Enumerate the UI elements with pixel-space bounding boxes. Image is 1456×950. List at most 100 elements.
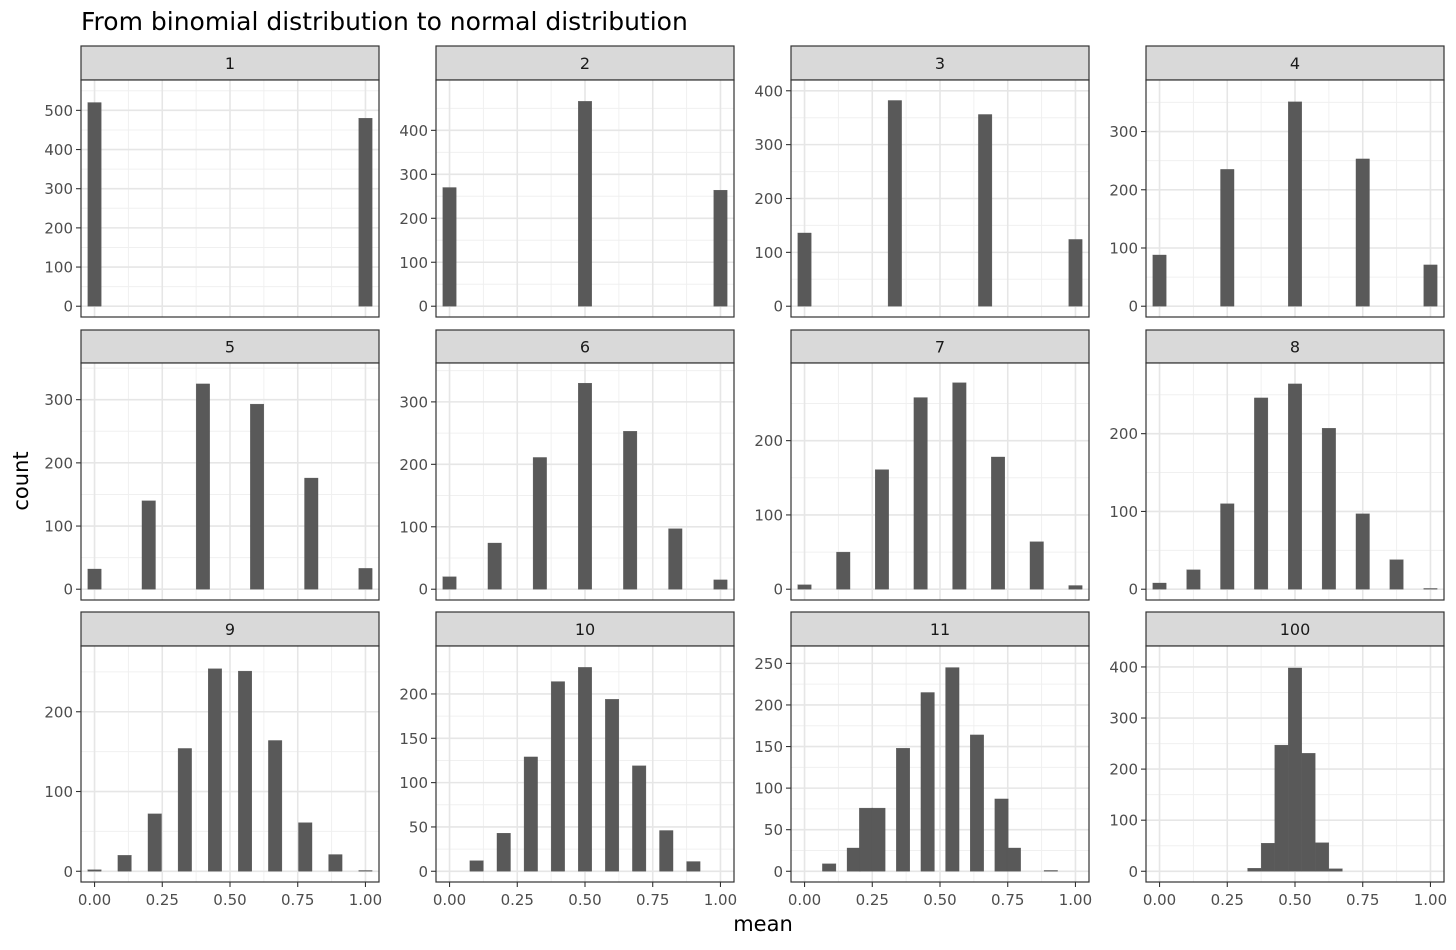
y-tick-label: 200 <box>754 190 783 208</box>
y-tick-label: 200 <box>399 456 428 474</box>
histogram-bar <box>238 670 252 872</box>
histogram-bar <box>887 100 902 307</box>
histogram-bar <box>875 469 889 590</box>
x-tick-label: 0.00 <box>78 891 111 909</box>
x-tick-label: 0.75 <box>1346 891 1379 909</box>
histogram-bar <box>523 756 538 872</box>
y-tick-label: 300 <box>1109 123 1138 141</box>
facet-panel-3: 3 0 100 200 300 400 <box>754 45 1090 318</box>
y-tick-label: 200 <box>44 703 73 721</box>
histogram-bar <box>1321 428 1336 590</box>
histogram-bar <box>632 765 647 872</box>
histogram-bar <box>952 382 967 590</box>
y-tick-label: 0 <box>773 581 783 599</box>
y-tick-label: 0 <box>418 863 428 881</box>
histogram-bar <box>1301 753 1316 872</box>
y-tick-label: 0 <box>1128 298 1138 316</box>
histogram-bar <box>1029 541 1044 590</box>
facet-strip-label: 100 <box>1280 620 1311 639</box>
histogram-bar <box>978 114 993 307</box>
histogram-bar <box>578 382 592 590</box>
y-tick-label: 100 <box>399 518 428 536</box>
facet-strip <box>80 611 380 647</box>
y-tick-label: 0 <box>63 298 73 316</box>
y-tick-label: 0 <box>773 298 783 316</box>
histogram-bar <box>358 870 373 872</box>
y-tick-label: 200 <box>754 432 783 450</box>
panel-border <box>435 79 735 318</box>
facet-panel-11: 11 0 50 100 150 200 250 0.00 0.25 0.50 0.75 1.00 <box>754 611 1092 909</box>
histogram-bar <box>1043 870 1058 872</box>
x-tick-label: 0.50 <box>923 891 956 909</box>
histogram-bar <box>659 830 674 872</box>
y-tick-label: 300 <box>754 136 783 154</box>
histogram-bar <box>605 699 620 872</box>
y-tick-label: 300 <box>44 180 73 198</box>
y-tick-label: 0 <box>63 863 73 881</box>
histogram-bar <box>846 847 861 872</box>
histogram-bar <box>1355 513 1370 590</box>
histogram-bar <box>1186 569 1201 590</box>
x-tick-label: 0.75 <box>636 891 669 909</box>
histogram-bar <box>496 833 511 872</box>
histogram-bar <box>822 863 837 872</box>
facet-strip <box>1145 611 1445 647</box>
histogram-bar <box>1315 842 1330 872</box>
y-tick-label: 150 <box>754 738 783 756</box>
histogram-bar <box>208 668 222 872</box>
facet-panel-8: 8 0 100 200 <box>1109 329 1445 601</box>
facet-panel-5: 5 0 100 200 300 <box>44 329 380 601</box>
histogram-bar <box>896 748 910 872</box>
y-tick-label: 300 <box>399 393 428 411</box>
x-tick-label: 0.25 <box>501 891 534 909</box>
facet-panel-1: 1 0 100 200 300 400 500 <box>44 45 380 318</box>
y-tick-label: 100 <box>754 244 783 262</box>
y-tick-label: 200 <box>1109 425 1138 443</box>
facet-panel-7: 7 0 100 200 <box>754 329 1090 601</box>
facet-strip <box>80 45 380 81</box>
x-tick-label: 0.25 <box>1211 891 1244 909</box>
histogram-bar <box>686 861 701 872</box>
y-tick-label: 200 <box>1109 761 1138 779</box>
facet-strip-label: 2 <box>580 54 590 73</box>
x-tick-label: 0.75 <box>281 891 314 909</box>
y-tick-label: 150 <box>399 730 428 748</box>
facet-strip <box>1145 45 1445 81</box>
y-axis-title: count <box>9 451 33 510</box>
histogram-bar <box>1355 158 1370 307</box>
histogram-bar <box>991 456 1005 590</box>
histogram-bar <box>1068 585 1083 590</box>
y-tick-label: 100 <box>399 254 428 272</box>
histogram-bar <box>623 431 638 590</box>
histogram-bar <box>87 869 102 872</box>
histogram-bar <box>871 807 886 872</box>
y-tick-label: 100 <box>399 774 428 792</box>
histogram-bar <box>836 551 851 590</box>
histogram-bar <box>358 568 373 590</box>
histogram-bar <box>442 187 457 307</box>
x-tick-label: 0.75 <box>991 891 1024 909</box>
histogram-bar <box>1152 254 1167 307</box>
facet-panel-6: 6 0 100 200 300 <box>399 329 735 601</box>
histogram-bar <box>1288 383 1302 590</box>
y-tick-label: 300 <box>399 166 428 184</box>
panel-border <box>80 79 380 318</box>
histogram-bar <box>668 528 683 590</box>
y-tick-label: 0 <box>1128 863 1138 881</box>
y-tick-label: 200 <box>399 685 428 703</box>
histogram-bar <box>1328 868 1343 872</box>
facet-strip-label: 11 <box>930 620 950 639</box>
histogram-bar <box>298 822 313 872</box>
histogram-bar <box>268 740 283 872</box>
histogram-bar <box>1220 503 1235 590</box>
y-tick-label: 400 <box>399 122 428 140</box>
facet-strip-label: 6 <box>580 338 590 357</box>
histogram-bar <box>177 748 192 872</box>
histogram-bar <box>920 692 935 872</box>
x-tick-label: 1.00 <box>349 891 382 909</box>
y-tick-label: 0 <box>1128 581 1138 599</box>
y-tick-label: 0 <box>418 581 428 599</box>
